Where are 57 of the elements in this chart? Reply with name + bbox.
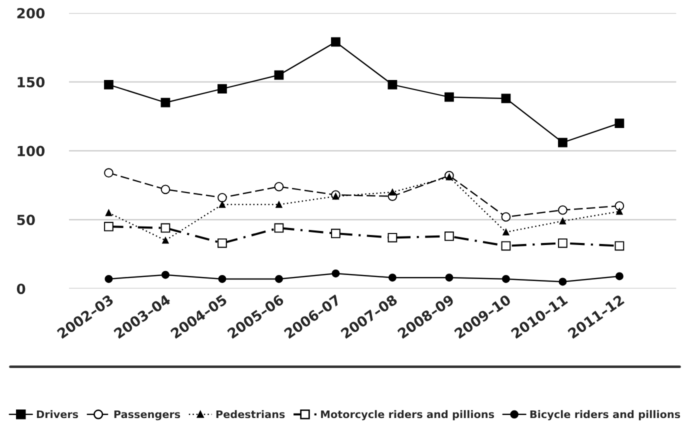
point — [558, 138, 568, 148]
point — [218, 274, 226, 283]
point — [274, 70, 284, 80]
legend-label: Motorcycle riders and pillions — [321, 410, 494, 420]
point — [501, 212, 511, 222]
point — [105, 210, 112, 216]
point — [559, 218, 566, 224]
point — [218, 201, 226, 208]
point — [502, 274, 510, 283]
legend-label: Passengers — [114, 410, 180, 420]
y-tick-label: 150 — [18, 76, 45, 88]
point — [274, 274, 283, 283]
point — [104, 222, 114, 232]
point — [332, 269, 340, 278]
point — [501, 241, 511, 251]
point — [160, 184, 170, 194]
point — [218, 238, 227, 248]
point — [614, 241, 624, 251]
point — [444, 232, 454, 241]
point — [501, 94, 511, 104]
point — [160, 223, 170, 233]
point — [274, 182, 284, 192]
legend-label: Bicycle riders and pillions — [530, 410, 680, 420]
point — [104, 274, 113, 283]
point — [558, 238, 568, 248]
point — [160, 98, 170, 108]
legend-label: Drivers — [36, 410, 78, 418]
point — [615, 272, 624, 280]
point — [444, 92, 454, 102]
point — [104, 80, 114, 90]
point — [558, 205, 568, 215]
point — [388, 232, 398, 242]
point — [162, 237, 169, 244]
point — [276, 201, 282, 208]
legend-label: Pedestrians — [216, 410, 285, 418]
point — [161, 270, 170, 279]
point — [558, 278, 567, 286]
y-tick-label: 0 — [16, 284, 26, 294]
point — [218, 84, 227, 94]
point — [616, 208, 623, 215]
point — [614, 118, 624, 128]
point — [104, 168, 114, 178]
y-tick-label: 50 — [17, 214, 35, 226]
point — [389, 188, 396, 196]
y-tick-label: 200 — [17, 8, 45, 18]
point — [332, 192, 340, 200]
point — [446, 174, 453, 180]
point — [218, 192, 227, 202]
point — [274, 223, 284, 233]
point — [614, 201, 624, 211]
point — [388, 274, 396, 282]
point — [331, 228, 340, 238]
point — [388, 80, 398, 90]
point — [502, 228, 510, 236]
point — [445, 274, 454, 282]
point — [331, 37, 340, 47]
y-tick-label: 100 — [18, 146, 45, 156]
